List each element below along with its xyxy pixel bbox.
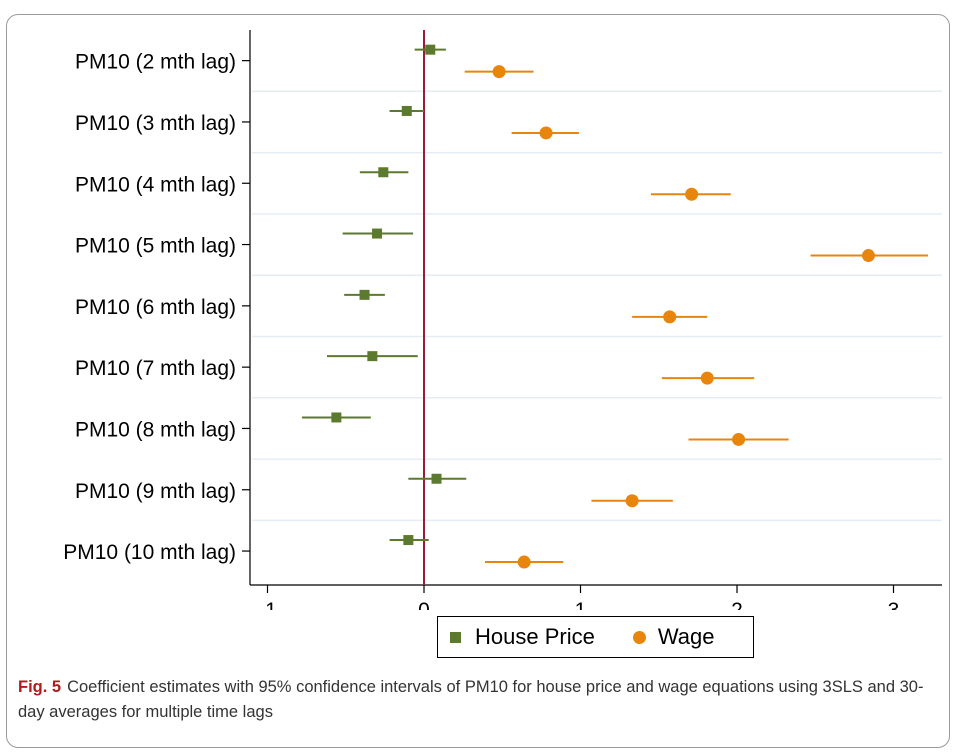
- house-price-point: [425, 44, 436, 55]
- y-tick-label: PM10 (5 mth lag): [75, 235, 236, 258]
- figure-caption: Fig. 5 Coefficient estimates with 95% con…: [18, 675, 938, 725]
- wage-point: [539, 126, 553, 140]
- legend-label-wage: Wage: [657, 624, 715, 649]
- house-price-point: [403, 535, 414, 546]
- marker-layer: [331, 44, 875, 569]
- wage-point: [663, 310, 677, 324]
- y-tick-label: PM10 (3 mth lag): [75, 112, 236, 135]
- y-tick-label: PM10 (6 mth lag): [75, 296, 236, 319]
- axis-layer: PM10 (2 mth lag) PM10 (3 mth lag) PM10 (4 …: [63, 30, 942, 610]
- grid-layer: [252, 90, 942, 522]
- caption-label: Fig. 5: [18, 678, 62, 696]
- house-price-point: [378, 167, 389, 178]
- x-tick-label: 2: [731, 599, 743, 610]
- legend-square-marker: [450, 631, 461, 643]
- coefficient-plot: PM10 (2 mth lag) PM10 (3 mth lag) PM10 (4 …: [63, 30, 942, 610]
- x-tick-label: -1: [258, 599, 277, 610]
- wage-point: [861, 249, 875, 263]
- legend-item-house-price: House Price: [438, 624, 595, 650]
- y-tick-label: PM10 (10 mth lag): [63, 541, 236, 564]
- ci-layer: [301, 48, 928, 564]
- legend-circle-marker: [632, 630, 646, 644]
- y-tick-label: PM10 (9 mth lag): [75, 480, 236, 503]
- caption-text: Coefficient estimates with 95% confidenc…: [18, 678, 924, 721]
- y-tick-label: PM10 (2 mth lag): [75, 51, 236, 74]
- house-price-point: [331, 412, 342, 423]
- wage-point: [625, 494, 639, 508]
- house-price-point: [372, 228, 383, 239]
- legend: House Price Wage: [437, 616, 754, 658]
- x-tick-label: 0: [418, 599, 430, 610]
- house-price-point: [431, 473, 442, 484]
- wage-point: [685, 187, 699, 201]
- legend-item-wage: Wage: [595, 624, 715, 650]
- wage-point: [492, 65, 506, 79]
- figure-frame: [6, 14, 950, 748]
- legend-label-house-price: House Price: [475, 624, 595, 649]
- house-price-point: [367, 351, 378, 362]
- house-price-point: [401, 105, 412, 116]
- wage-point: [700, 371, 714, 385]
- x-tick-label: 1: [575, 599, 587, 610]
- y-tick-label: PM10 (7 mth lag): [75, 357, 236, 380]
- x-tick-label: 3: [888, 599, 900, 610]
- y-tick-label: PM10 (4 mth lag): [75, 173, 236, 196]
- wage-point: [732, 432, 746, 446]
- y-tick-label: PM10 (8 mth lag): [75, 418, 236, 441]
- wage-point: [517, 555, 531, 569]
- house-price-point: [359, 289, 370, 300]
